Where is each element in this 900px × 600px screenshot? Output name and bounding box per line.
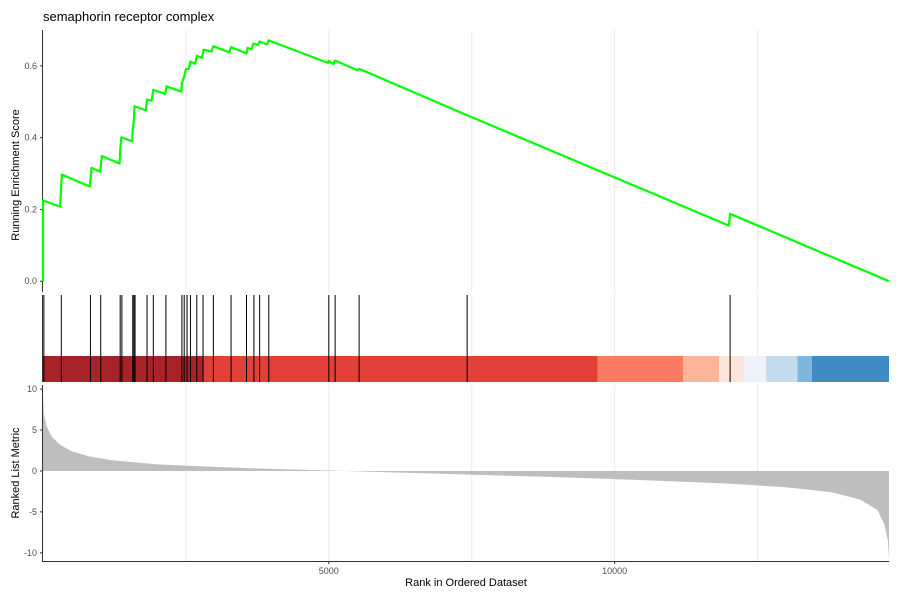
chart-title: semaphorin receptor complex <box>43 9 215 24</box>
color-bar-segment <box>719 356 744 382</box>
hits-panel <box>42 295 889 382</box>
x-tick-label: 10000 <box>602 566 627 576</box>
ranked-metric-y-tick-label: 5 <box>32 425 37 435</box>
enrichment-y-tick-label: 0.6 <box>24 61 37 71</box>
ranked-metric-y-ticks: 10 5 0 -5 -10 <box>24 384 43 558</box>
enrichment-y-label: Running Enrichment Score <box>10 109 22 240</box>
rank-color-bar <box>43 356 889 382</box>
ranked-metric-y-label: Ranked List Metric <box>10 427 22 519</box>
color-bar-segment <box>766 356 798 382</box>
enrichment-y-tick-label: 0.0 <box>24 276 37 286</box>
enrichment-panel: 0.0 0.2 0.4 0.6 Running Enrichment Score <box>10 30 890 292</box>
color-bar-segment <box>797 356 812 382</box>
x-ticks: 5000 10000 <box>319 561 627 576</box>
ranked-metric-panel: 10 5 0 -5 -10 5000 10000 Ranked List Metric R… <box>10 384 889 589</box>
ranked-metric-y-tick-label: 0 <box>32 466 37 476</box>
x-axis-label: Rank in Ordered Dataset <box>405 577 527 589</box>
enrichment-grid <box>185 30 759 292</box>
gene-hit-marks <box>43 295 731 382</box>
color-bar-segment <box>683 356 720 382</box>
ranked-metric-y-tick-label: -5 <box>29 507 37 517</box>
x-tick-label: 5000 <box>319 566 339 576</box>
color-bar-segment <box>811 356 889 382</box>
ranked-metric-y-tick-label: -10 <box>24 548 37 558</box>
color-bar-segment <box>743 356 767 382</box>
enrichment-y-tick-label: 0.4 <box>24 133 37 143</box>
ranked-metric-area <box>43 393 889 560</box>
enrichment-score-line <box>41 39 890 283</box>
ranked-metric-y-tick-label: 10 <box>27 384 37 394</box>
enrichment-y-ticks: 0.0 0.2 0.4 0.6 <box>24 61 43 286</box>
color-bar-segment <box>597 356 684 382</box>
color-bar-segment <box>43 356 204 382</box>
color-bar-segment <box>203 356 598 382</box>
enrichment-y-tick-label: 0.2 <box>24 204 37 214</box>
